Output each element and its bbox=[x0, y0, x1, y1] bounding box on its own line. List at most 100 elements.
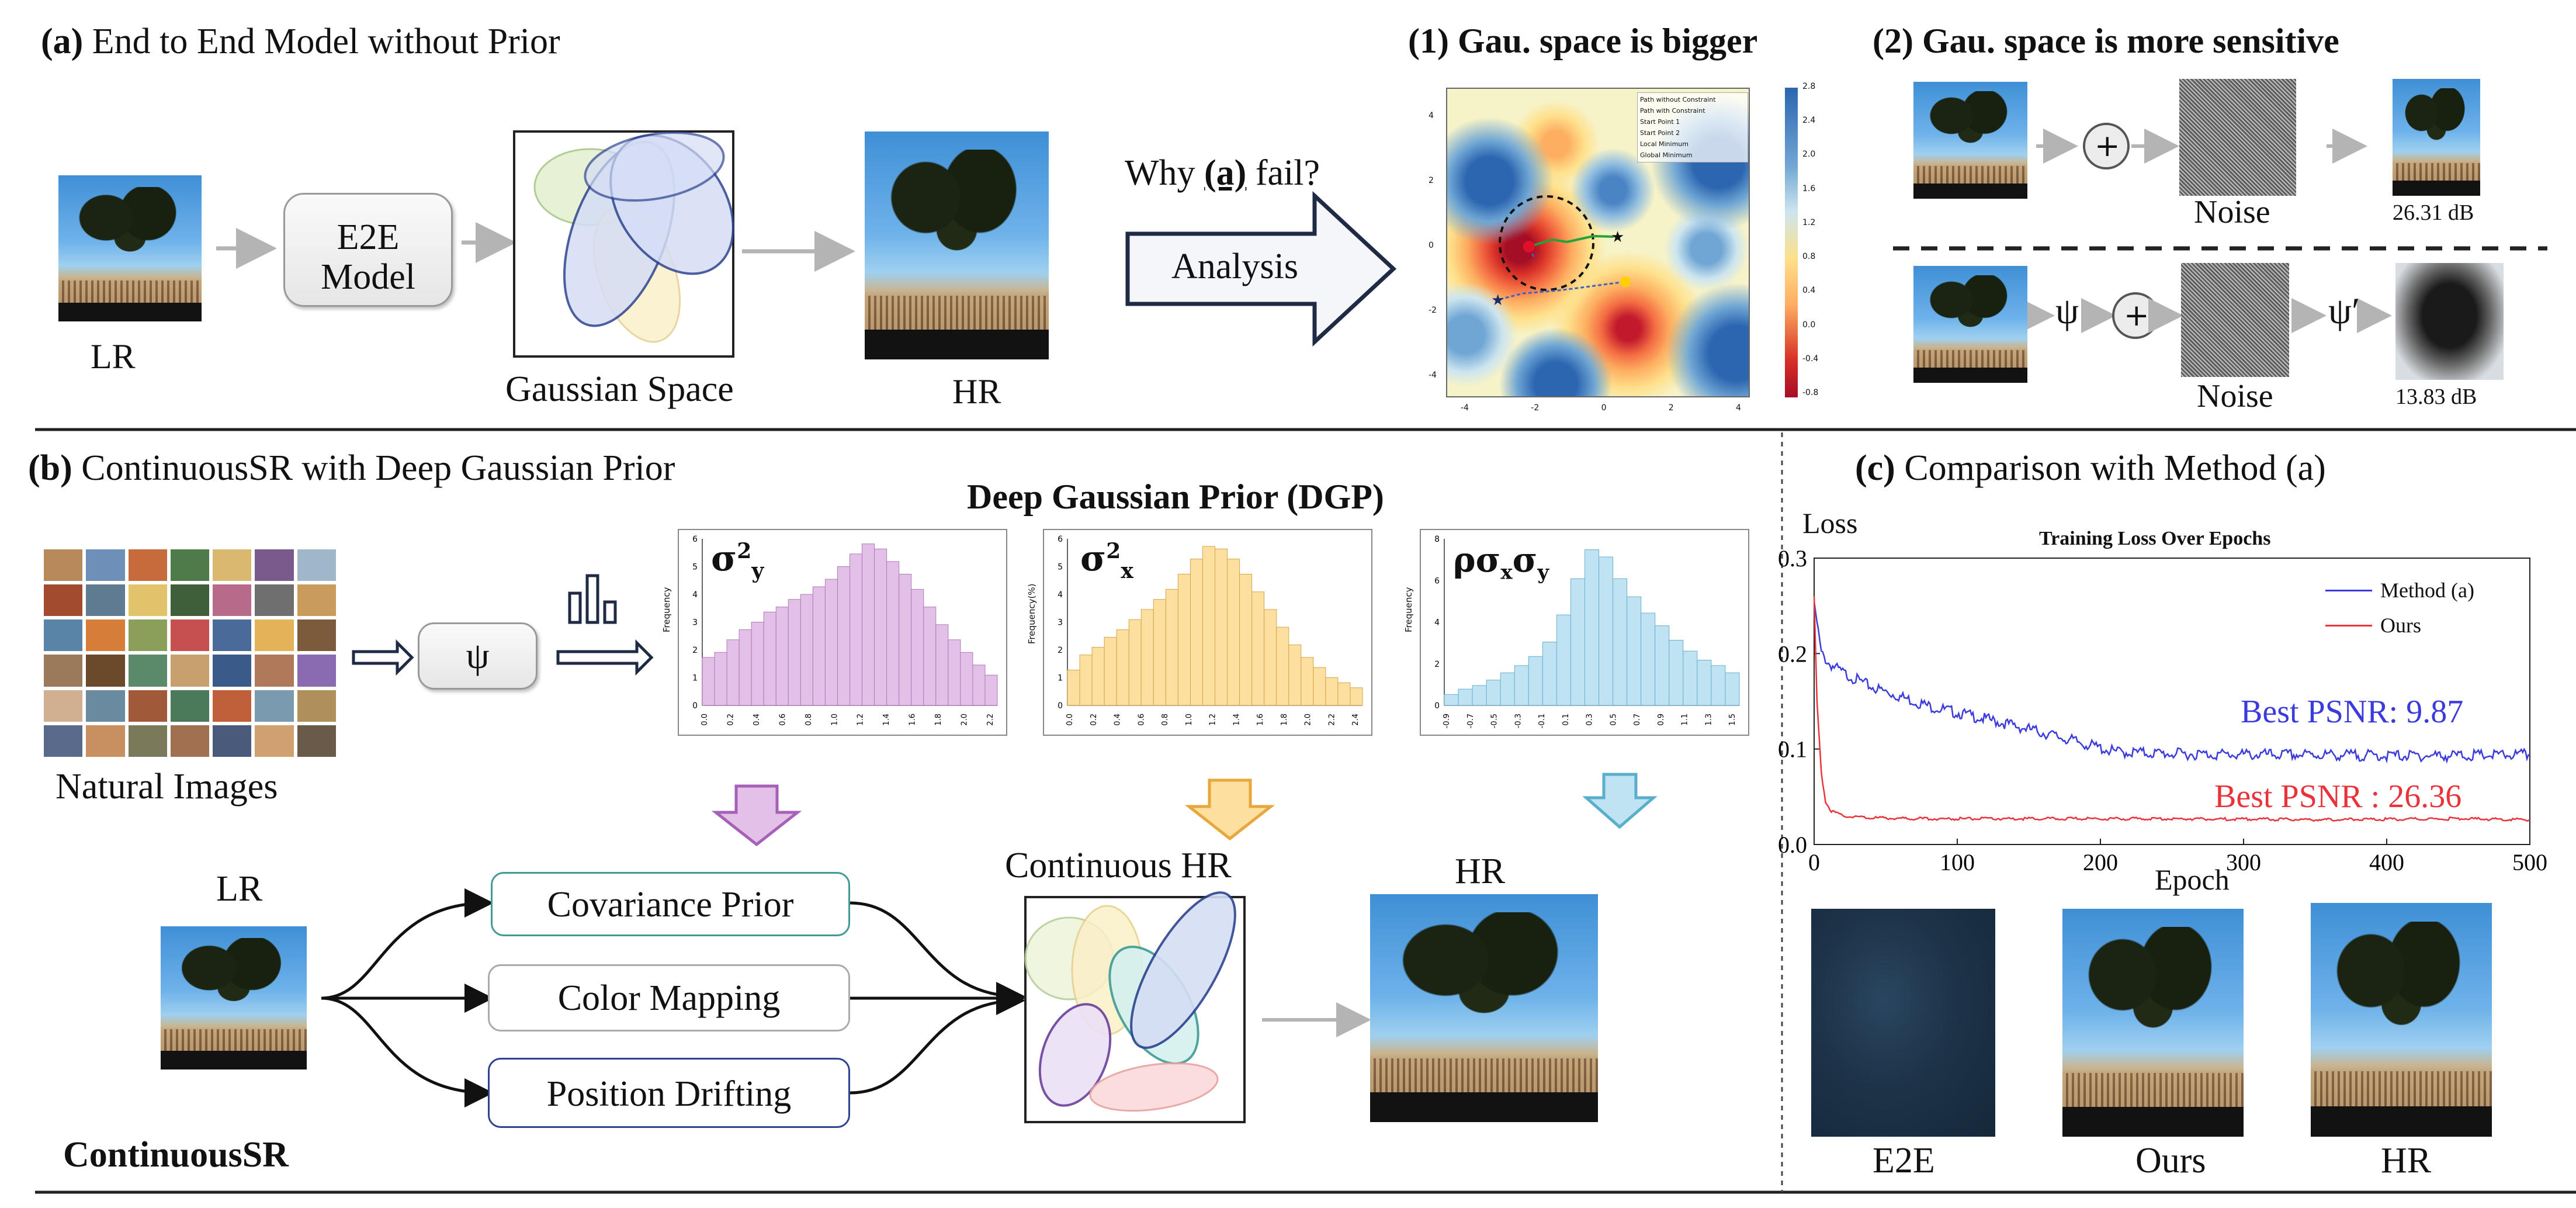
hist-ytick: 4 bbox=[692, 590, 698, 600]
hr-image-b bbox=[1370, 894, 1598, 1122]
hist-xtick: -0.3 bbox=[1514, 714, 1523, 728]
hr-result-image bbox=[2311, 903, 2492, 1137]
hist-xtick: 0.0 bbox=[1066, 714, 1074, 726]
hist-xtick: 0.6 bbox=[778, 714, 787, 726]
hist-ytick: 6 bbox=[692, 535, 698, 544]
hist-ytick: 0 bbox=[1434, 701, 1440, 711]
hist-xtick: -0.1 bbox=[1538, 714, 1547, 728]
natural-images-label: Natural Images bbox=[56, 767, 278, 807]
natural-images-mosaic bbox=[44, 549, 336, 757]
hist-xtick: 2.0 bbox=[961, 714, 969, 726]
hist-bar bbox=[1683, 650, 1698, 706]
histogram-rho: 8 6 4 2 0 -0.9 -0.7 -0.5 -0.3 -0.1 0.1 0.3 0.5 0.7 0.9… bbox=[1403, 529, 1749, 736]
hist-xtick: 1.2 bbox=[1209, 714, 1218, 726]
ours-result-image bbox=[2062, 909, 2244, 1137]
hist-xtick: -0.5 bbox=[1490, 714, 1499, 728]
psi-prime-symbol: ψ′ bbox=[2328, 290, 2360, 331]
plus-symbol-bottom: + bbox=[2124, 298, 2149, 333]
noise-image-top bbox=[2179, 79, 2296, 196]
hist-label-sigma-y: σ2y bbox=[711, 538, 764, 583]
hist-xtick: 1.0 bbox=[1185, 714, 1194, 726]
loss-chart-title: Training Loss Over Epochs bbox=[2039, 528, 2271, 549]
e2e-model-box: E2E Model bbox=[283, 193, 453, 307]
hollow-arrow-1 bbox=[352, 639, 414, 676]
hist-xtick: 1.6 bbox=[1256, 714, 1265, 726]
loss-xtick: 300 bbox=[2226, 849, 2261, 875]
contour-overlay: ★ ★ bbox=[1491, 195, 1631, 309]
loss-ylabel: Loss bbox=[1802, 507, 1858, 539]
colorbar bbox=[1785, 88, 1798, 397]
hist-xtick: 2.0 bbox=[1304, 714, 1313, 726]
loss-xtick: 500 bbox=[2512, 849, 2547, 875]
loss-plot-frame bbox=[1814, 558, 2530, 845]
hist-xtick: -0.7 bbox=[1466, 714, 1475, 728]
hist-label-sigma-x: σ2x bbox=[1080, 538, 1133, 583]
best-psnr-method-a: Best PSNR: 9.87 bbox=[2241, 694, 2464, 730]
dgp-title: Deep Gaussian Prior (DGP) bbox=[967, 477, 1384, 516]
hist-ytick: 2 bbox=[692, 646, 698, 655]
continuous-hr-label: Continuous HR bbox=[1005, 846, 1232, 885]
loss-legend: Method (a) Ours bbox=[2325, 573, 2474, 643]
hist-xtick: 0.4 bbox=[753, 714, 761, 726]
hist-xtick: 2.4 bbox=[1351, 714, 1360, 726]
bar-chart-icon bbox=[568, 574, 617, 624]
lr-image-b bbox=[161, 926, 307, 1069]
hist-ytick: 0 bbox=[692, 701, 698, 711]
hist-ytick: 8 bbox=[1434, 535, 1440, 544]
hist-bar bbox=[984, 674, 998, 706]
loss-ytick: 0.0 bbox=[1778, 832, 1807, 858]
hist-bar bbox=[1613, 578, 1628, 706]
covariance-prior-box: Covariance Prior bbox=[491, 872, 850, 936]
hist-bar bbox=[1599, 556, 1614, 706]
hist-xtick: 0.4 bbox=[1114, 714, 1122, 726]
hist-xtick: 1.8 bbox=[1280, 714, 1289, 726]
hist-xtick: -0.9 bbox=[1443, 714, 1451, 728]
lr-image-2-top bbox=[1913, 82, 2027, 199]
hist-ytick: 6 bbox=[1434, 576, 1440, 586]
hist-xtick: 1.4 bbox=[1232, 714, 1241, 726]
loss-series-ours bbox=[1813, 596, 2530, 822]
loss-xlabel: Epoch bbox=[2155, 863, 2230, 896]
noise-label-top: Noise bbox=[2194, 194, 2270, 230]
plus-circle-top bbox=[2083, 123, 2130, 169]
svg-text:★: ★ bbox=[1611, 229, 1624, 246]
hist-bar bbox=[1458, 688, 1473, 706]
analysis-arrow bbox=[1125, 191, 1397, 347]
hist-xtick: 0.2 bbox=[1090, 714, 1098, 726]
histogram-sigma-x: 6 5 4 3 2 1 0 0.0 0.2 0.4 0.6 0.8 1.0 1.2 1.4 1.6 1.8 2.0… bbox=[1027, 529, 1372, 736]
hist-xtick: 0.8 bbox=[805, 714, 813, 726]
loss-ytick: 0.2 bbox=[1778, 641, 1807, 667]
loss-xtick: 100 bbox=[1940, 849, 1975, 875]
lr-label-b: LR bbox=[216, 869, 263, 909]
noise-label-bottom: Noise bbox=[2197, 378, 2273, 414]
result-image-bottom bbox=[2395, 263, 2504, 380]
hollow-arrow-2 bbox=[556, 639, 654, 676]
hist-bar bbox=[1570, 578, 1585, 706]
loss-ytick: 0.1 bbox=[1778, 736, 1807, 763]
hist-xtick: 0.5 bbox=[1609, 714, 1618, 726]
hist-ytick: 5 bbox=[692, 563, 698, 572]
loss-ytick: 0.3 bbox=[1778, 545, 1807, 572]
lr-image-a bbox=[58, 175, 202, 321]
hist-xtick: 1.8 bbox=[934, 714, 943, 726]
panel-a-title: (a) End to End Model without Prior bbox=[41, 22, 560, 61]
hist-xtick: 2.2 bbox=[986, 714, 995, 726]
lr-image-2-bottom bbox=[1913, 266, 2027, 383]
svg-text:★: ★ bbox=[1491, 292, 1504, 309]
down-arrow-orange bbox=[1184, 778, 1275, 841]
hist-xtick: 1.4 bbox=[882, 714, 891, 726]
hist-xtick: 0.2 bbox=[726, 714, 735, 726]
result-image-top bbox=[2393, 79, 2480, 196]
hist-ytick: 0 bbox=[1058, 701, 1063, 711]
contour-yticks: 4 2 0 -2 -4 bbox=[1429, 111, 1437, 380]
hist-xtick: 0.1 bbox=[1562, 714, 1570, 726]
hist-ytick: 2 bbox=[1434, 660, 1440, 669]
psi-box: ψ bbox=[418, 622, 538, 690]
hist-bar bbox=[1528, 656, 1543, 706]
position-drifting-box: Position Drifting bbox=[488, 1058, 850, 1128]
loss-xtick: 0 bbox=[1808, 849, 1820, 875]
loss-xtick: 400 bbox=[2369, 849, 2404, 875]
hist-ytick: 3 bbox=[1058, 618, 1063, 628]
hist-ytick: 3 bbox=[692, 618, 698, 628]
colorbar-ticks: 2.8 2.4 2.0 1.6 1.2 0.8 0.4 0.0 -0.4 -0.8 bbox=[1802, 82, 1819, 397]
